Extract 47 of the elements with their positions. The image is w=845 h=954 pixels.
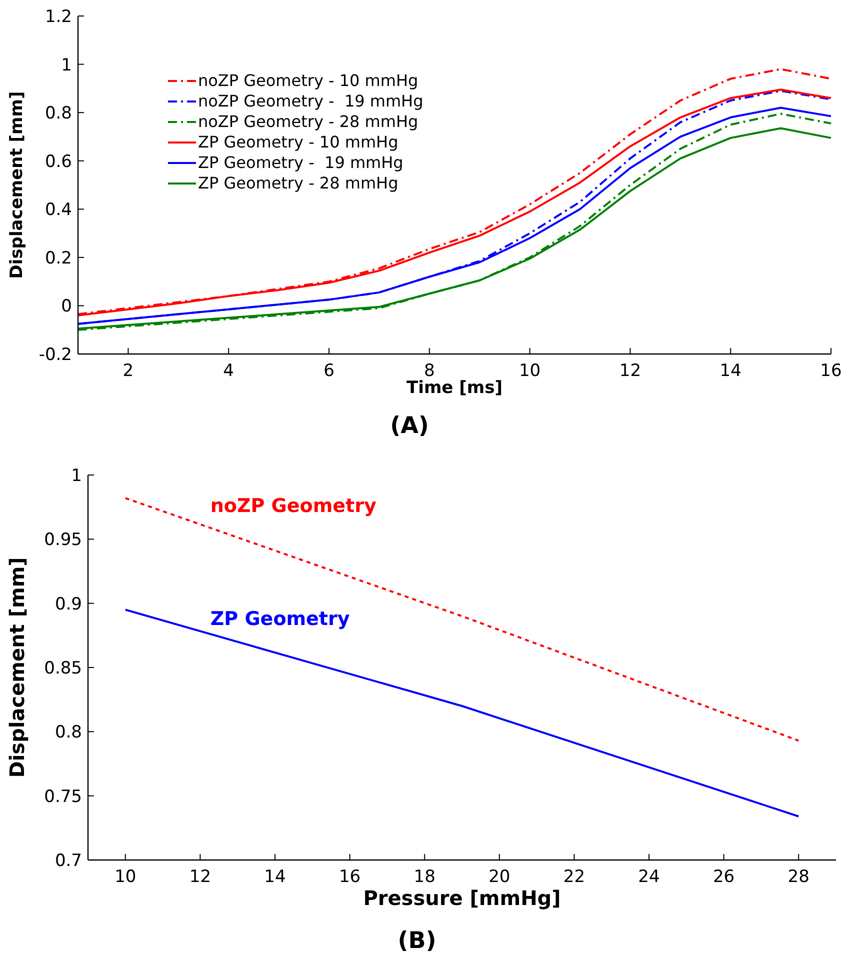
- legend-label: noZP Geometry - 19 mmHg: [198, 92, 424, 110]
- text: (B): [398, 928, 436, 954]
- legend-label: ZP Geometry - 19 mmHg: [198, 153, 404, 172]
- x-tick-label: 2: [122, 361, 134, 381]
- x-tick-label: 16: [820, 361, 842, 381]
- y-axis-title: Displacement [mm]: [7, 91, 27, 279]
- x-tick-label: 12: [189, 867, 212, 887]
- x-tick-label: 18: [414, 867, 436, 887]
- legend-label: noZP Geometry - 10 mmHg: [198, 71, 418, 90]
- legend-label: noZP Geometry - 28 mmHg: [198, 112, 418, 131]
- x-axis-title: Pressure [mmHg]: [363, 886, 561, 910]
- y-tick-label: 0.8: [54, 722, 82, 743]
- x-tick-label: 14: [720, 361, 742, 381]
- y-tick-label: 0.85: [44, 658, 82, 678]
- legend-label: ZP Geometry - 10 mmHg: [198, 132, 398, 152]
- y-tick-label: 1: [61, 55, 72, 76]
- x-tick-label: 24: [638, 867, 660, 887]
- y-axis-title: Displacement [mm]: [5, 557, 29, 778]
- legend-label: ZP Geometry - 28 mmHg: [198, 174, 398, 192]
- y-tick-label: -0.2: [38, 345, 72, 365]
- x-tick-label: 16: [338, 867, 361, 887]
- x-tick-label: 22: [563, 867, 586, 887]
- y-tick-label: 0.7: [54, 851, 82, 871]
- x-tick-label: 10: [114, 867, 136, 887]
- y-tick-label: 0.9: [54, 594, 82, 614]
- y-tick-label: 0.6: [44, 152, 72, 172]
- x-tick-label: 20: [488, 867, 510, 887]
- x-tick-label: 10: [518, 361, 541, 381]
- y-tick-label: 1.2: [44, 7, 72, 27]
- y-tick-label: 1: [71, 466, 82, 486]
- series-label: noZP Geometry: [210, 495, 377, 518]
- x-tick-label: 26: [712, 867, 735, 887]
- text: (A): [390, 413, 429, 439]
- x-tick-label: 6: [324, 361, 334, 381]
- y-tick-label: 0: [61, 296, 72, 317]
- x-tick-label: 14: [264, 867, 286, 887]
- y-tick-label: 0.2: [44, 248, 72, 268]
- y-tick-label: 0.8: [44, 104, 72, 124]
- x-tick-label: 12: [619, 361, 642, 381]
- y-tick-label: 0.95: [44, 530, 82, 550]
- x-axis-title: Time [ms]: [406, 378, 502, 398]
- y-tick-label: 0.75: [44, 786, 82, 807]
- x-tick-label: 8: [424, 361, 435, 381]
- y-tick-label: 0.4: [44, 200, 72, 220]
- x-tick-label: 28: [788, 867, 810, 887]
- series-label: ZP Geometry: [210, 608, 350, 630]
- x-tick-label: 4: [223, 361, 234, 381]
